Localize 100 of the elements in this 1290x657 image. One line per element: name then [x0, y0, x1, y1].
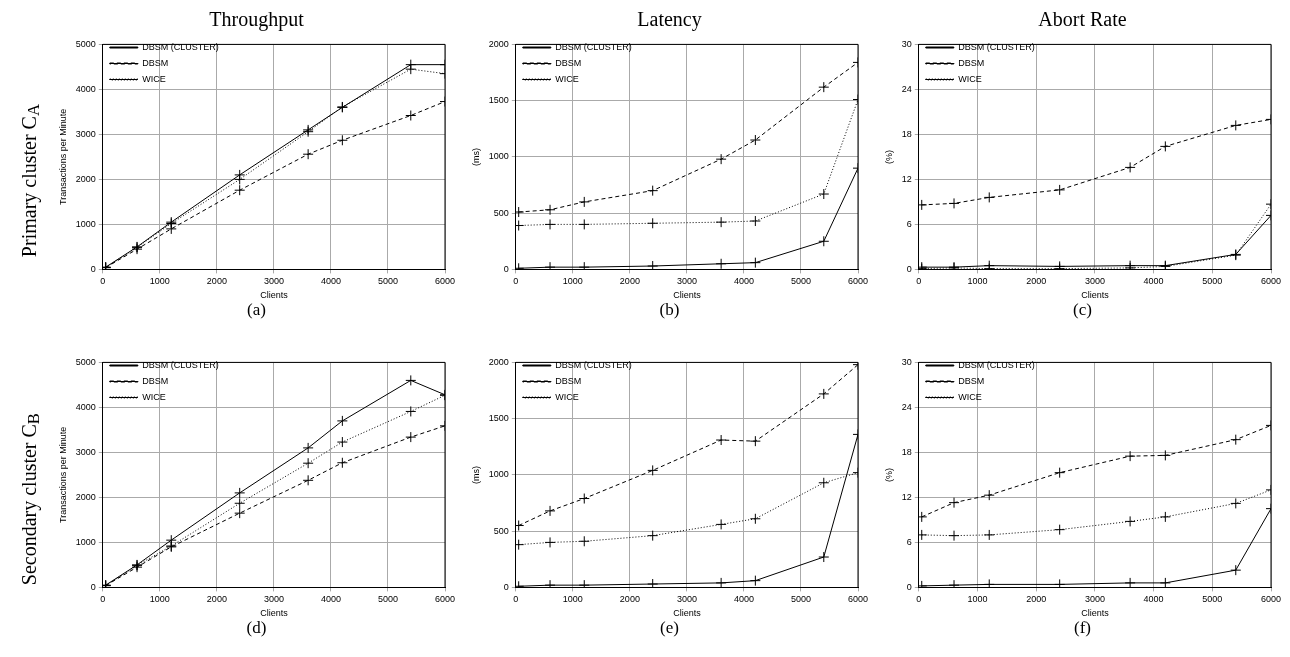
y-tick-label: 0: [90, 581, 96, 592]
x-tick-label: 6000: [434, 276, 456, 287]
y-tick-label: 500: [493, 525, 509, 536]
y-axis-title: Transactions per Minute: [57, 426, 68, 524]
y-tick-label: 0: [906, 263, 912, 274]
y-tick-label: 4000: [75, 401, 96, 412]
x-tick-label: 5000: [1202, 276, 1223, 287]
legend-label: DBSM (CLUSTER): [958, 359, 1035, 370]
x-tick-label: 1000: [967, 276, 988, 287]
x-tick-label: 1000: [149, 276, 170, 287]
x-tick-label: 2000: [1026, 594, 1047, 605]
x-tick-label: 1000: [562, 594, 583, 605]
x-tick-label: 6000: [847, 594, 869, 605]
y-tick-label: 0: [90, 263, 96, 274]
x-tick-label: 3000: [676, 594, 697, 605]
x-tick-label: 1000: [562, 276, 583, 287]
x-axis-title: Clients: [673, 290, 702, 301]
y-tick-label: 5000: [75, 356, 96, 367]
legend-label: DBSM (CLUSTER): [555, 359, 632, 370]
x-tick-label: 0: [513, 276, 519, 287]
y-tick-label: 6: [906, 218, 912, 229]
legend-label: DBSM (CLUSTER): [142, 41, 219, 52]
text: (d): [245, 618, 268, 639]
text: (e): [659, 618, 680, 639]
y-tick-label: 0: [906, 581, 912, 592]
x-tick-label: 6000: [1260, 276, 1282, 287]
x-tick-label: 2000: [206, 276, 227, 287]
y-tick-label: 4000: [75, 83, 96, 94]
y-tick-label: 24: [901, 83, 912, 94]
y-axis-title: (%): [883, 149, 894, 164]
legend-label: WICE: [142, 73, 166, 84]
y-axis-title: (%): [883, 467, 894, 482]
x-tick-label: 3000: [1084, 276, 1105, 287]
y-axis-title: Transactions per Minute: [57, 108, 68, 206]
x-tick-label: 4000: [320, 594, 341, 605]
x-tick-label: 0: [916, 276, 922, 287]
x-tick-label: 6000: [1260, 594, 1282, 605]
x-tick-label: 2000: [619, 276, 640, 287]
y-tick-label: 18: [901, 128, 912, 139]
legend-label: WICE: [958, 73, 982, 84]
legend-label: WICE: [555, 391, 579, 402]
y-tick-label: 12: [901, 173, 912, 184]
y-tick-label: 30: [901, 356, 912, 367]
x-tick-label: 3000: [263, 276, 284, 287]
y-axis-title: (ms): [470, 147, 481, 166]
x-axis-title: Clients: [260, 608, 289, 619]
legend-label: DBSM (CLUSTER): [958, 41, 1035, 52]
x-axis-title: Clients: [1081, 290, 1110, 301]
legend-label: DBSM: [958, 57, 985, 68]
legend-label: DBSM: [142, 57, 169, 68]
x-tick-label: 5000: [377, 276, 398, 287]
text: (f): [1073, 618, 1092, 639]
x-tick-label: 0: [100, 594, 106, 605]
x-tick-label: 0: [916, 594, 922, 605]
x-tick-label: 3000: [676, 276, 697, 287]
text: (b): [658, 300, 681, 321]
y-tick-label: 2000: [75, 491, 96, 502]
x-axis-title: Clients: [260, 290, 289, 301]
y-tick-label: 1500: [488, 95, 509, 106]
y-tick-label: 1000: [75, 218, 96, 229]
text: (a): [246, 300, 267, 321]
x-tick-label: 2000: [1026, 276, 1047, 287]
legend-label: WICE: [958, 391, 982, 402]
y-tick-label: 12: [901, 491, 912, 502]
x-tick-label: 0: [100, 276, 106, 287]
x-axis-title: Clients: [673, 608, 702, 619]
legend-label: DBSM: [958, 375, 985, 386]
x-tick-label: 0: [513, 594, 519, 605]
legend-label: DBSM (CLUSTER): [142, 359, 219, 370]
y-tick-label: 3000: [75, 128, 96, 139]
y-tick-label: 1000: [488, 469, 509, 480]
x-tick-label: 2000: [619, 594, 640, 605]
legend-label: DBSM: [142, 375, 169, 386]
y-tick-label: 6: [906, 536, 912, 547]
x-tick-label: 1000: [967, 594, 988, 605]
legend-label: DBSM (CLUSTER): [555, 41, 632, 52]
y-tick-label: 18: [901, 446, 912, 457]
x-tick-label: 4000: [733, 594, 754, 605]
legend-label: WICE: [555, 73, 579, 84]
chart-title: Latency: [636, 8, 703, 33]
x-tick-label: 5000: [377, 594, 398, 605]
x-tick-label: 2000: [206, 594, 227, 605]
legend-label: DBSM: [555, 375, 582, 386]
x-tick-label: 3000: [1084, 594, 1105, 605]
y-tick-label: 0: [503, 263, 509, 274]
y-tick-label: 30: [901, 38, 912, 49]
chart-title: Abort Rate: [1037, 8, 1128, 32]
x-tick-label: 4000: [320, 276, 341, 287]
y-tick-label: 5000: [75, 38, 96, 49]
y-tick-label: 2000: [488, 38, 509, 49]
y-tick-label: 500: [493, 207, 509, 218]
x-tick-label: 5000: [1202, 594, 1223, 605]
x-tick-label: 4000: [1143, 594, 1164, 605]
y-axis-title: (ms): [470, 465, 481, 484]
x-tick-label: 6000: [847, 276, 869, 287]
x-tick-label: 3000: [263, 594, 284, 605]
y-tick-label: 1000: [488, 151, 509, 162]
legend-label: WICE: [142, 391, 166, 402]
y-tick-label: 2000: [488, 356, 509, 367]
y-tick-label: 1500: [488, 413, 509, 424]
